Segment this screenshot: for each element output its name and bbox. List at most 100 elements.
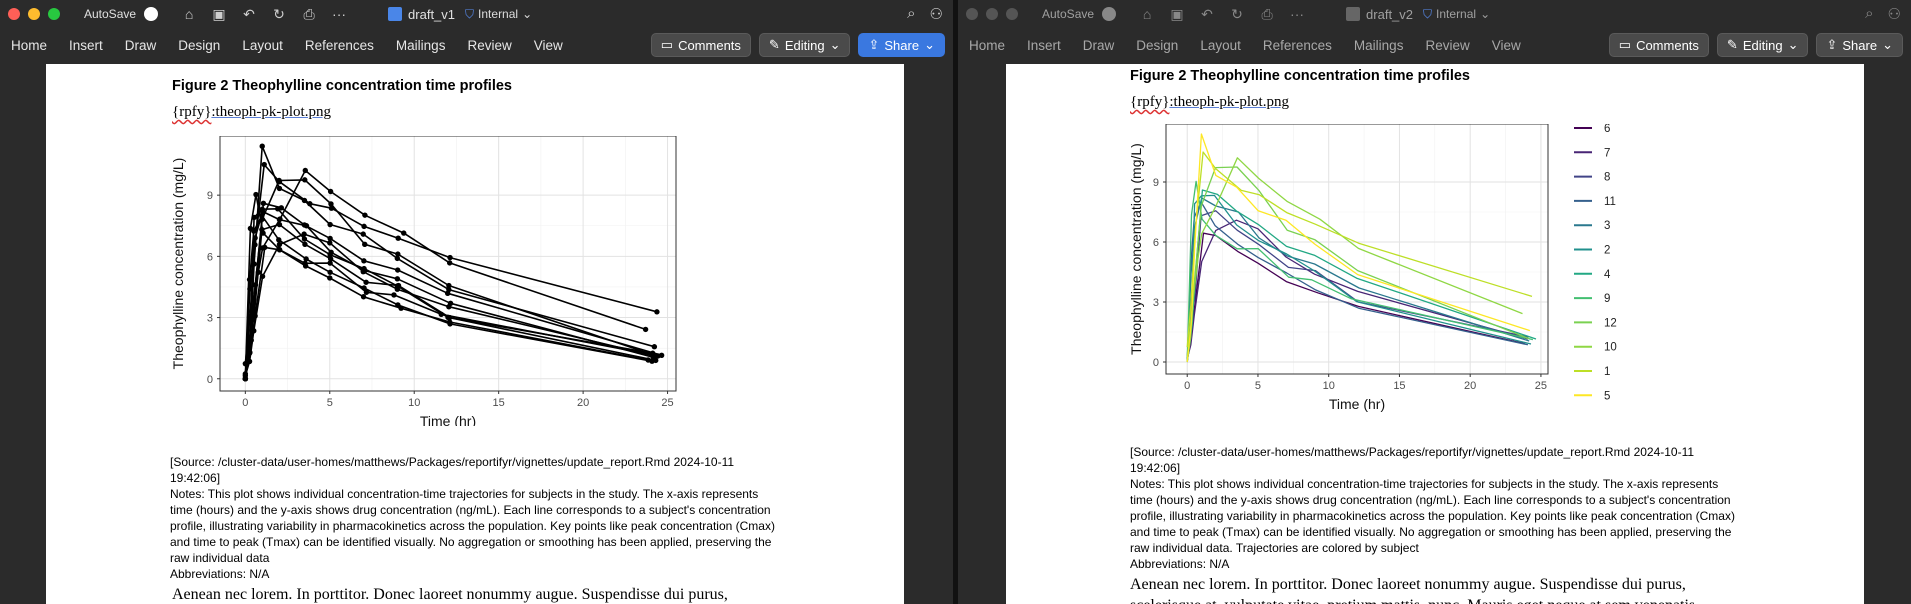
comments-button[interactable]: ▭ Comments <box>650 33 751 57</box>
document-title[interactable]: draft_v2 <box>1346 7 1413 22</box>
data-point <box>328 201 334 207</box>
editing-button[interactable]: ✎ Editing ⌄ <box>1716 33 1809 57</box>
maximize-window-button[interactable] <box>48 8 60 20</box>
tab-design[interactable]: Design <box>1136 37 1179 53</box>
data-point <box>301 231 307 237</box>
search-icon[interactable]: ⌕ <box>1865 5 1874 22</box>
minimize-window-button[interactable] <box>28 8 40 20</box>
word-window-draft-v2: AutoSave ⌂ ▣ ↶ ↻ ⎙ ··· draft_v2 ⛉ Intern… <box>958 0 1911 604</box>
share-icon: ⇪ <box>868 37 880 52</box>
search-icon[interactable]: ⌕ <box>907 5 916 22</box>
close-window-button[interactable] <box>8 8 20 20</box>
autosave-toggle[interactable]: AutoSave <box>84 7 159 21</box>
data-point <box>654 309 660 315</box>
series-line-10 <box>1186 157 1523 358</box>
undo-icon[interactable]: ↶ <box>1201 5 1213 22</box>
account-icon[interactable]: ⚇ <box>929 6 943 23</box>
notes-text: Notes: This plot shows individual concen… <box>170 487 775 565</box>
tab-references[interactable]: References <box>1262 37 1332 53</box>
ribbon-tabs: Home Insert Draw Design Layout Reference… <box>0 29 953 61</box>
share-button[interactable]: ⇪ Share ⌄ <box>1816 33 1903 57</box>
tab-design[interactable]: Design <box>178 37 221 53</box>
autosave-toggle[interactable]: AutoSave <box>1042 7 1117 21</box>
tab-mailings[interactable]: Mailings <box>1353 37 1404 53</box>
autosave-switch[interactable] <box>1102 7 1117 21</box>
data-point <box>363 279 369 285</box>
x-tick-label: 5 <box>1255 380 1261 392</box>
sensitivity-label[interactable]: ⛉ Internal ⌄ <box>1423 7 1490 22</box>
tab-layout[interactable]: Layout <box>1200 37 1241 53</box>
word-doc-icon <box>1346 7 1361 21</box>
abbreviations-text: Abbreviations: N/A <box>170 567 270 581</box>
tab-layout[interactable]: Layout <box>242 37 283 53</box>
redo-icon[interactable]: ↻ <box>273 5 285 22</box>
rpfy-tag: {rpfy}:theoph-pk-plot.png <box>1130 94 1289 111</box>
tab-home[interactable]: Home <box>11 37 48 53</box>
figure-title: Figure 2 Theophylline concentration time… <box>1130 68 1470 84</box>
close-window-button[interactable] <box>966 8 978 20</box>
home-icon[interactable]: ⌂ <box>1142 5 1152 22</box>
tab-review[interactable]: Review <box>467 37 512 53</box>
minimize-window-button[interactable] <box>986 8 998 20</box>
legend-label-11: 11 <box>1604 196 1616 208</box>
tab-references[interactable]: References <box>304 37 374 53</box>
print-icon[interactable]: ⎙ <box>303 5 315 22</box>
data-point <box>651 344 658 350</box>
legend-label-9: 9 <box>1604 293 1610 305</box>
data-point <box>360 231 366 237</box>
tab-home[interactable]: Home <box>969 37 1006 53</box>
chevron-down-icon: ⌄ <box>1882 37 1893 52</box>
series-line-8 <box>1186 210 1529 363</box>
tab-draw[interactable]: Draw <box>124 37 157 53</box>
more-icon[interactable]: ··· <box>332 5 347 22</box>
share-button[interactable]: ⇪ Share ⌄ <box>858 33 945 57</box>
data-point <box>259 273 266 280</box>
autosave-switch[interactable] <box>144 7 159 21</box>
account-icon[interactable]: ⚇ <box>1887 6 1901 23</box>
editing-label: Editing <box>1742 37 1783 53</box>
tab-mailings[interactable]: Mailings <box>395 37 446 53</box>
tab-insert[interactable]: Insert <box>69 37 103 53</box>
legend-label-10: 10 <box>1604 342 1617 354</box>
data-point <box>276 185 283 192</box>
body-paragraph: Aenean nec lorem. In porttitor. Donec la… <box>172 586 728 603</box>
document-page[interactable]: Figure 2 Theophylline concentration time… <box>1006 64 1864 604</box>
tab-view[interactable]: View <box>533 37 563 53</box>
tab-review[interactable]: Review <box>1425 37 1470 53</box>
redo-icon[interactable]: ↻ <box>1231 5 1243 22</box>
x-tick-label: 20 <box>577 397 589 409</box>
document-title[interactable]: draft_v1 <box>388 7 455 22</box>
figure-footnotes: [Source: /cluster-data/user-homes/matthe… <box>1130 444 1740 572</box>
tab-view[interactable]: View <box>1491 37 1521 53</box>
legend-label-6: 6 <box>1604 124 1610 135</box>
maximize-window-button[interactable] <box>1006 8 1018 20</box>
data-point <box>251 295 257 301</box>
comments-button[interactable]: ▭ Comments <box>1608 33 1709 57</box>
save-icon[interactable]: ▣ <box>212 5 226 22</box>
title-bar: AutoSave ⌂ ▣ ↶ ↻ ⎙ ··· draft_v1 ⛉ Intern… <box>0 0 953 28</box>
document-page[interactable]: Figure 2 Theophylline concentration time… <box>46 64 904 604</box>
print-icon[interactable]: ⎙ <box>1261 5 1273 22</box>
sensitivity-text: Internal <box>478 7 519 21</box>
rpfy-tag: {rpfy}:theoph-pk-plot.png <box>172 104 331 121</box>
home-icon[interactable]: ⌂ <box>184 5 194 22</box>
plot-panel-border <box>1165 124 1549 375</box>
y-tick-label: 3 <box>207 313 213 325</box>
y-axis-label: Theophylline concentration (mg/L) <box>1128 143 1144 355</box>
data-point <box>446 286 452 293</box>
sensitivity-label[interactable]: ⛉ Internal ⌄ <box>465 7 532 22</box>
document-name: draft_v1 <box>408 6 456 22</box>
editing-button[interactable]: ✎ Editing ⌄ <box>758 33 851 57</box>
data-point <box>259 143 265 149</box>
ribbon-actions: ▭ Comments ✎ Editing ⌄ ⇪ Share ⌄ <box>650 33 945 57</box>
data-point <box>361 223 367 230</box>
tab-draw[interactable]: Draw <box>1082 37 1115 53</box>
x-tick-label: 25 <box>1535 380 1547 392</box>
more-icon[interactable]: ··· <box>1290 5 1305 22</box>
data-point <box>277 216 283 222</box>
save-icon[interactable]: ▣ <box>1170 5 1184 22</box>
data-point <box>642 326 649 333</box>
undo-icon[interactable]: ↶ <box>243 5 255 22</box>
chevron-down-icon: ⌄ <box>522 7 533 21</box>
tab-insert[interactable]: Insert <box>1027 37 1061 53</box>
